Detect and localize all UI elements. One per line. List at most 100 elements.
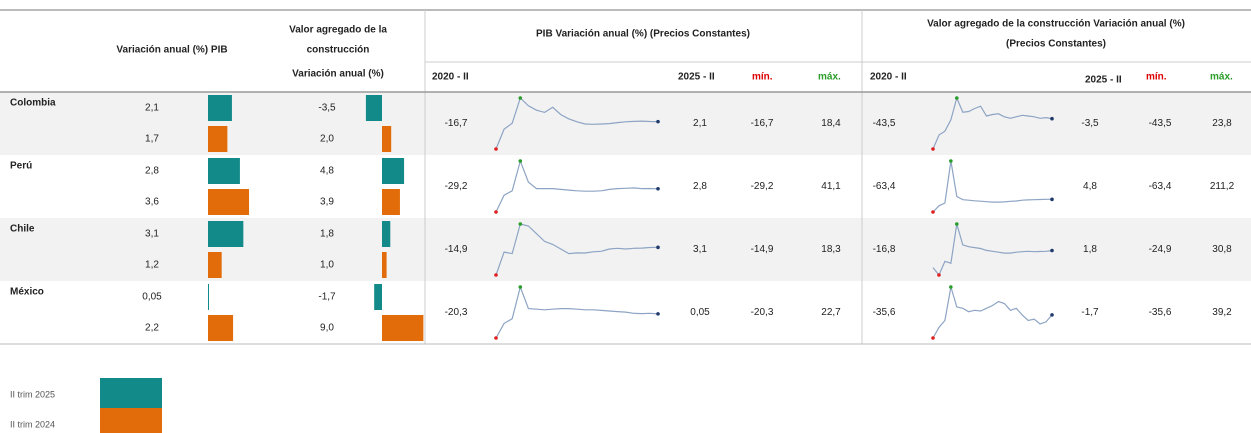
va-bar bbox=[382, 189, 400, 215]
max-value: 23,8 bbox=[1212, 118, 1232, 129]
min-value: -16,7 bbox=[751, 118, 774, 129]
end-marker bbox=[1050, 197, 1054, 202]
start-value: -29,2 bbox=[445, 181, 468, 192]
va-value: 1,0 bbox=[320, 260, 334, 271]
va-bar bbox=[374, 284, 382, 310]
max-value: 18,4 bbox=[821, 118, 841, 129]
max-marker bbox=[949, 159, 953, 163]
header: 2025 - II bbox=[1085, 75, 1122, 86]
va-value: 2,0 bbox=[320, 134, 334, 145]
max-marker bbox=[955, 222, 959, 226]
legend-label: II trim 2025 bbox=[10, 389, 55, 399]
pib-bar bbox=[208, 95, 232, 121]
va-value: 3,9 bbox=[320, 197, 334, 208]
min-value: -29,2 bbox=[751, 181, 774, 192]
header: Valor agregado de la construcción Variac… bbox=[927, 19, 1185, 30]
header: (Precios Constantes) bbox=[1006, 39, 1106, 50]
header: 2020 - II bbox=[870, 72, 907, 83]
pib-bar bbox=[208, 158, 240, 184]
min-marker bbox=[494, 210, 498, 214]
va-value: 4,8 bbox=[320, 166, 334, 177]
country: México bbox=[10, 287, 44, 298]
va-bar bbox=[365, 95, 382, 121]
max-value: 39,2 bbox=[1212, 307, 1232, 318]
legend-swatch bbox=[100, 408, 162, 433]
end-marker bbox=[656, 119, 660, 124]
end-marker bbox=[656, 245, 660, 250]
end-value: 1,8 bbox=[1083, 244, 1097, 255]
pib-bar bbox=[208, 221, 244, 247]
end-marker bbox=[656, 186, 660, 191]
va-bar bbox=[382, 126, 392, 152]
sparkline bbox=[932, 96, 1053, 150]
end-marker bbox=[656, 312, 660, 316]
va-value: 1,8 bbox=[320, 229, 334, 240]
sparkline bbox=[932, 223, 1053, 277]
min-marker bbox=[494, 336, 498, 340]
min-value: -20,3 bbox=[751, 307, 774, 318]
end-value: 2,8 bbox=[693, 181, 707, 192]
header: PIB Variación anual (%) (Precios Constan… bbox=[536, 29, 750, 40]
header: construcción bbox=[307, 45, 370, 56]
pib-value: 2,8 bbox=[145, 166, 159, 177]
pib-bar bbox=[208, 315, 234, 341]
va-value: -1,7 bbox=[318, 292, 336, 303]
country: Colombia bbox=[10, 98, 56, 109]
legend-swatch bbox=[100, 378, 162, 408]
va-bar bbox=[382, 315, 424, 341]
sparkline bbox=[495, 223, 659, 276]
end-value: 2,1 bbox=[693, 118, 707, 129]
sparkline bbox=[932, 160, 1052, 213]
pib-bar bbox=[208, 189, 250, 215]
pib-bar bbox=[208, 126, 228, 152]
pib-value: 0,05 bbox=[142, 292, 162, 303]
start-value: -63,4 bbox=[873, 181, 896, 192]
max-marker bbox=[518, 285, 523, 289]
min-value: -24,9 bbox=[1149, 244, 1172, 255]
country: Perú bbox=[10, 161, 32, 172]
header: mín. bbox=[1146, 72, 1167, 83]
sparkline bbox=[495, 285, 659, 339]
end-marker bbox=[1050, 248, 1054, 253]
pib-value: 3,1 bbox=[145, 229, 159, 240]
end-value: -1,7 bbox=[1081, 307, 1099, 318]
max-value: 211,2 bbox=[1210, 181, 1235, 192]
header: Valor agregado de la bbox=[289, 25, 387, 36]
min-marker bbox=[494, 147, 498, 151]
pib-value: 2,2 bbox=[145, 323, 159, 334]
max-value: 18,3 bbox=[821, 244, 841, 255]
max-value: 41,1 bbox=[821, 181, 841, 192]
min-marker bbox=[494, 273, 498, 277]
start-value: -43,5 bbox=[873, 118, 896, 129]
sparkline bbox=[495, 96, 659, 150]
va-bar bbox=[382, 221, 391, 247]
end-value: 3,1 bbox=[693, 244, 707, 255]
min-marker bbox=[937, 273, 941, 277]
va-value: 9,0 bbox=[320, 323, 334, 334]
pib-value: 1,7 bbox=[145, 134, 159, 145]
start-value: -14,9 bbox=[445, 244, 468, 255]
min-marker bbox=[931, 336, 935, 340]
max-marker bbox=[518, 222, 523, 226]
max-marker bbox=[955, 96, 959, 100]
start-value: -16,8 bbox=[873, 244, 896, 255]
pib-bar bbox=[208, 284, 209, 310]
country: Chile bbox=[10, 224, 35, 235]
max-value: 22,7 bbox=[821, 307, 841, 318]
pib-value: 2,1 bbox=[145, 103, 159, 114]
max-value: 30,8 bbox=[1212, 244, 1232, 255]
header: mín. bbox=[752, 72, 773, 83]
row-shade bbox=[0, 92, 1251, 155]
start-value: -16,7 bbox=[445, 118, 468, 129]
header: 2020 - II bbox=[432, 72, 469, 83]
max-marker bbox=[949, 285, 953, 289]
va-value: -3,5 bbox=[318, 103, 336, 114]
legend-label: II trim 2024 bbox=[10, 419, 55, 429]
end-value: 0,05 bbox=[690, 307, 710, 318]
va-bar bbox=[382, 158, 405, 184]
sparkline bbox=[495, 159, 659, 213]
max-marker bbox=[518, 159, 523, 163]
sparkline bbox=[932, 286, 1053, 339]
